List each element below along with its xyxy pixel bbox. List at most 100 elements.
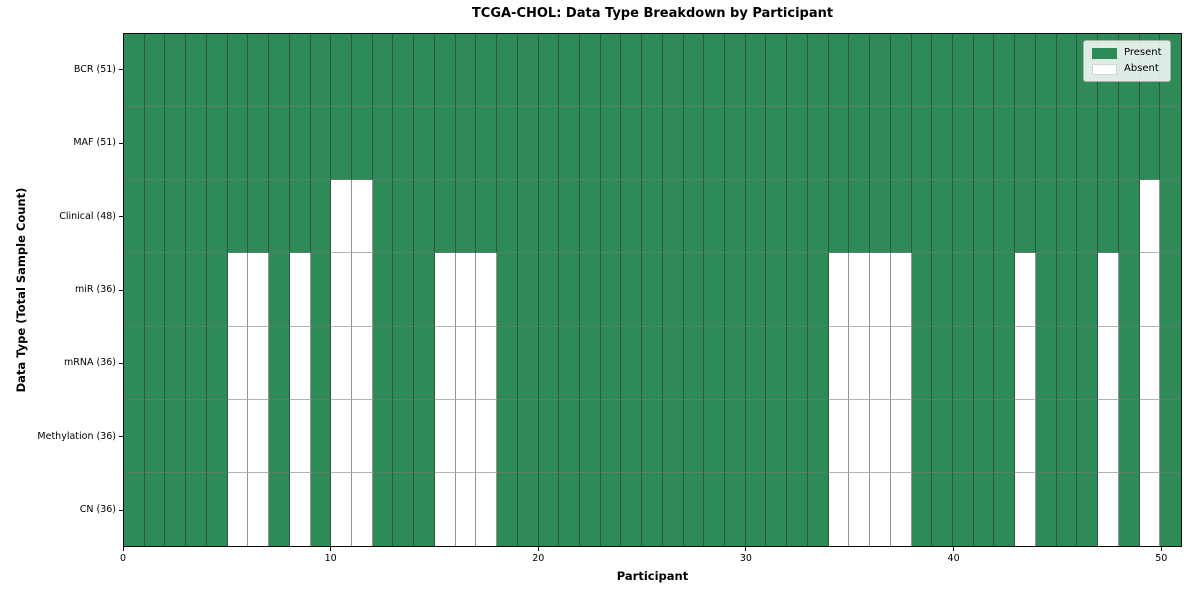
matrix-cell — [911, 399, 933, 473]
matrix-cell — [124, 34, 145, 108]
matrix-cell — [1139, 399, 1161, 473]
matrix-cell — [621, 399, 643, 473]
matrix-cell — [497, 472, 518, 546]
matrix-cell — [745, 180, 767, 254]
matrix-cell — [1015, 326, 1036, 400]
matrix-cell — [144, 399, 166, 473]
matrix-cell — [621, 34, 643, 108]
matrix-cell — [973, 326, 995, 400]
x-tick-mark — [537, 547, 539, 551]
matrix-cell — [269, 326, 290, 400]
matrix-cell — [351, 34, 373, 108]
matrix-cell — [662, 34, 684, 108]
x-tick-label: 20 — [532, 553, 545, 564]
matrix-cell — [124, 472, 145, 546]
matrix-cell — [849, 399, 871, 473]
matrix-cell — [683, 399, 705, 473]
matrix-cell — [414, 34, 435, 108]
matrix-cell — [517, 107, 539, 181]
matrix-cell — [1015, 34, 1036, 108]
matrix-cell — [642, 253, 663, 327]
matrix-cell — [434, 472, 456, 546]
matrix-cell — [559, 107, 580, 181]
matrix-cell — [1160, 472, 1181, 546]
matrix-cell — [310, 399, 332, 473]
matrix-cell — [414, 253, 435, 327]
y-tick-label: Clinical (48) — [59, 210, 116, 222]
matrix-cell — [1098, 472, 1119, 546]
matrix-cell — [725, 180, 746, 254]
y-axis-label: Data Type (Total Sample Count) — [14, 187, 28, 393]
matrix-cell — [476, 107, 498, 181]
matrix-cell — [414, 180, 435, 254]
matrix-cell — [1056, 399, 1078, 473]
matrix-cell — [393, 326, 415, 400]
matrix-cell — [704, 34, 726, 108]
matrix-cell — [1035, 472, 1057, 546]
x-tick-label: 50 — [1155, 553, 1168, 564]
matrix-cell — [1035, 399, 1057, 473]
matrix-cell — [579, 326, 601, 400]
matrix-cell — [455, 107, 477, 181]
matrix-cell — [372, 34, 394, 108]
matrix-cell — [766, 399, 788, 473]
matrix-cell — [828, 180, 850, 254]
matrix-cell — [787, 472, 808, 546]
matrix-cell — [289, 107, 311, 181]
matrix-cell — [144, 472, 166, 546]
matrix-cell — [206, 253, 228, 327]
matrix-cell — [186, 399, 207, 473]
matrix-cell — [890, 472, 912, 546]
matrix-cell — [911, 34, 933, 108]
matrix-cell — [559, 180, 580, 254]
matrix-cell — [704, 253, 726, 327]
matrix-cell — [331, 253, 352, 327]
matrix-cell — [849, 180, 871, 254]
matrix-cell — [953, 107, 974, 181]
matrix-cell — [642, 34, 663, 108]
matrix-cell — [1035, 253, 1057, 327]
matrix-cell — [725, 253, 746, 327]
matrix-cell — [911, 472, 933, 546]
matrix-cell — [434, 326, 456, 400]
matrix-cell — [165, 472, 187, 546]
matrix-cell — [186, 326, 207, 400]
matrix-cell — [1035, 107, 1057, 181]
legend-item-absent: Absent — [1092, 63, 1162, 75]
matrix-cell — [953, 399, 974, 473]
matrix-cell — [579, 253, 601, 327]
matrix-cell — [953, 326, 974, 400]
matrix-cell — [766, 253, 788, 327]
matrix-cell — [206, 399, 228, 473]
matrix-cell — [932, 34, 954, 108]
matrix-cell — [787, 107, 808, 181]
y-tick-label: CN (36) — [79, 504, 116, 516]
matrix-cell — [372, 326, 394, 400]
matrix-cell — [621, 253, 643, 327]
matrix-cell — [807, 34, 829, 108]
matrix-cell — [1077, 253, 1099, 327]
matrix-cell — [269, 472, 290, 546]
matrix-cell — [165, 326, 187, 400]
matrix-cell — [828, 399, 850, 473]
matrix-cell — [1056, 107, 1078, 181]
matrix-cell — [911, 107, 933, 181]
x-tick-mark — [122, 547, 124, 551]
matrix-cell — [994, 253, 1016, 327]
matrix-cell — [206, 34, 228, 108]
matrix-cell — [932, 472, 954, 546]
matrix-cell — [870, 180, 891, 254]
matrix-cell — [289, 253, 311, 327]
matrix-cell — [600, 399, 622, 473]
matrix-cell — [393, 253, 415, 327]
matrix-cell — [1015, 253, 1036, 327]
matrix-cell — [538, 180, 560, 254]
matrix-cell — [538, 326, 560, 400]
matrix-cell — [414, 472, 435, 546]
matrix-cell — [1056, 472, 1078, 546]
matrix-cell — [683, 34, 705, 108]
matrix-cell — [372, 472, 394, 546]
matrix-cell — [144, 107, 166, 181]
y-tick-label: BCR (51) — [73, 63, 116, 75]
matrix-cell — [704, 326, 726, 400]
